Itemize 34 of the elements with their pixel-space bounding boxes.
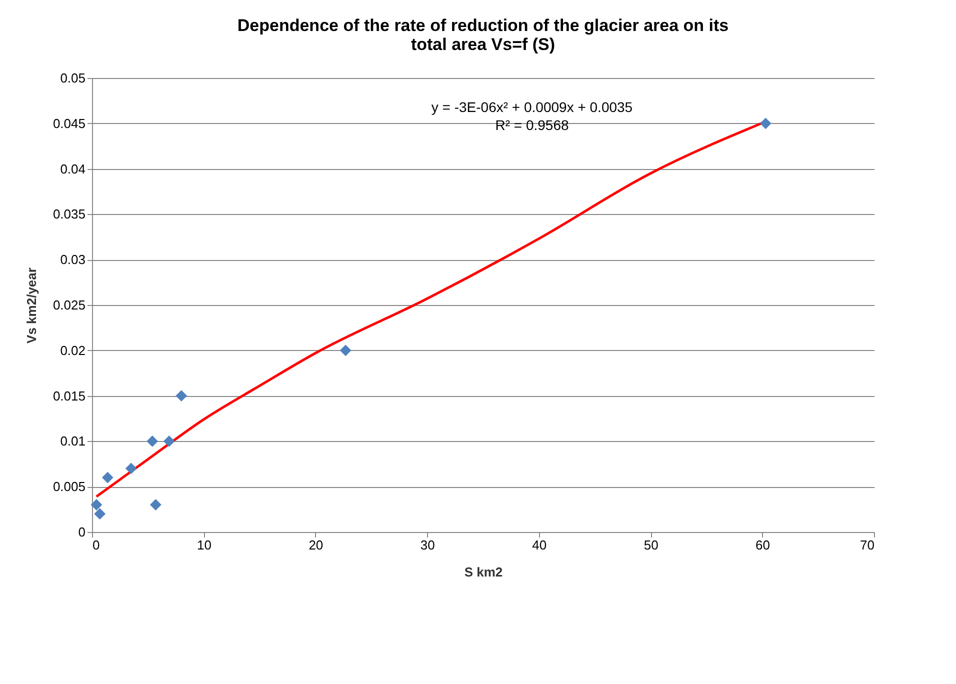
x-tick-label: 60: [756, 538, 770, 552]
y-tick-label: 0.035: [52, 206, 86, 222]
point: [90, 499, 102, 510]
point: [163, 436, 175, 447]
y-axis-title: Vs km2/year: [24, 268, 39, 344]
y-tick-label: 0.04: [60, 161, 86, 176]
y-tick-label: 0.01: [60, 434, 86, 449]
point: [102, 472, 114, 484]
x-axis-title: S km2: [464, 564, 503, 580]
point: [94, 508, 106, 520]
y-tick-label: 0.005: [52, 479, 86, 494]
y-tick-label: 0.015: [52, 388, 86, 404]
chart-title: Dependence of the rate of reduction of the glacier area on its total area Vs=f (S): [237, 16, 729, 54]
y-tick-label: 0.02: [60, 342, 86, 358]
x-tick-label: 40: [532, 538, 547, 552]
x-tick-label: 0: [92, 538, 100, 552]
point: [340, 344, 352, 356]
point: [760, 118, 772, 130]
x-tick-label: 10: [196, 538, 212, 552]
y-tick-label: 0.05: [60, 70, 86, 86]
y-tick-label: 0.03: [60, 252, 86, 268]
annotation: R² = 0.9568: [495, 117, 569, 133]
x-tick-label: 30: [420, 538, 435, 552]
y-tick-label: 0: [78, 524, 86, 540]
x-tick-label: 70: [860, 538, 874, 552]
x-tick-label: 50: [644, 538, 658, 552]
x-tick-label: 20: [308, 538, 324, 552]
annotation: y = -3E-06x² + 0.0009x + 0.0035: [431, 99, 633, 115]
point: [146, 436, 158, 447]
point: [176, 390, 188, 402]
point: [125, 462, 137, 474]
point: [150, 499, 162, 510]
y-tick-label: 0.045: [52, 116, 86, 131]
y-tick-label: 0.025: [52, 298, 86, 312]
